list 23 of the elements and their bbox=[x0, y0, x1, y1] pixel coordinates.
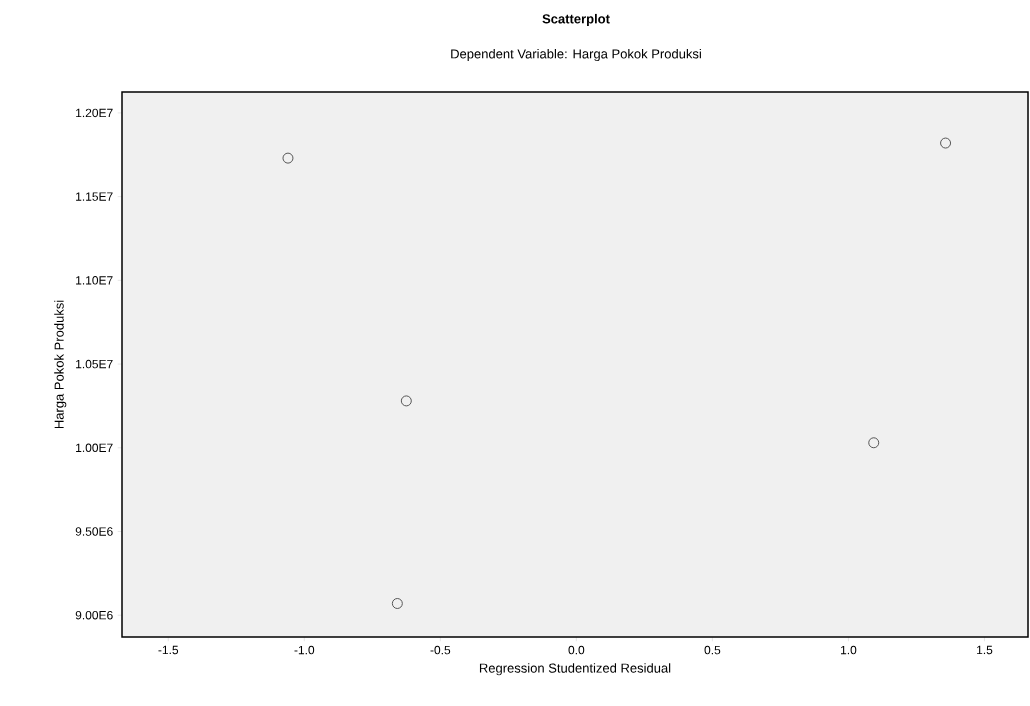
y-tick-label: 1.10E7 bbox=[76, 276, 113, 285]
x-tick-label: 0.5 bbox=[704, 645, 721, 655]
x-tick-label: -0.5 bbox=[430, 645, 451, 655]
chart-title: Scatterplot bbox=[542, 13, 610, 27]
y-tick-label: 9.50E6 bbox=[75, 527, 113, 536]
y-axis-title: Harga Pokok Produksi bbox=[54, 300, 67, 429]
y-tick-label: 1.05E7 bbox=[76, 359, 113, 369]
y-tick-label: 1.15E7 bbox=[76, 192, 113, 201]
point bbox=[282, 152, 294, 164]
point bbox=[868, 437, 880, 449]
y-tick-label: 1.00E7 bbox=[76, 443, 113, 453]
point bbox=[940, 137, 952, 149]
x-tick-label: 0.0 bbox=[568, 645, 585, 655]
point bbox=[400, 395, 412, 407]
x-tick-label: 1.0 bbox=[841, 645, 857, 655]
chart-subtitle: Dependent Variable: Harga Pokok Produksi bbox=[451, 48, 701, 62]
x-axis-title: Regression Studentized Residual bbox=[479, 663, 671, 676]
x-tick-label: 1.5 bbox=[977, 645, 993, 655]
x-tick-label: -1.0 bbox=[294, 645, 315, 655]
x-tick-label: -1.5 bbox=[158, 645, 179, 655]
y-tick-label: 1.20E7 bbox=[76, 108, 113, 118]
point bbox=[391, 598, 403, 609]
y-tick-label: 9.00E6 bbox=[75, 610, 113, 620]
